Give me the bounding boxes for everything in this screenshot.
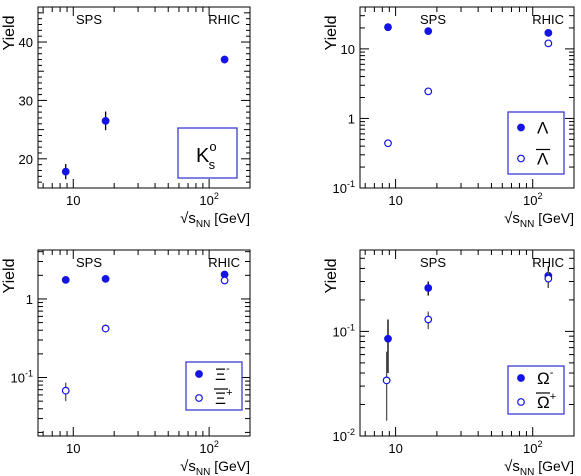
x-axis-title: √sNN [GeV] — [180, 458, 250, 476]
annotation-rhic: RHIC — [532, 255, 564, 270]
data-point — [384, 334, 392, 343]
data-point — [544, 28, 553, 37]
series-1 — [384, 39, 553, 148]
x-axis-title: √sNN [GeV] — [504, 458, 574, 476]
x-tick-label: 102 — [199, 191, 218, 208]
y-axis-title: Yield — [323, 16, 340, 51]
legend-marker — [517, 374, 525, 382]
data-point — [424, 27, 433, 36]
x-axis-title: √sNN [GeV] — [504, 210, 574, 230]
plot-frame — [37, 249, 251, 437]
plot-frame — [37, 6, 251, 189]
y-tick-label: 20 — [19, 152, 33, 167]
series-1 — [382, 270, 553, 421]
panel-xi: 10 102 10-1 1 Yield √sNN [GeV] SPS RHIC Ξ- Ξ+ — [1, 249, 251, 476]
data-point — [382, 376, 391, 385]
legend: Ko s — [177, 127, 238, 179]
x-tick-label: 102 — [523, 439, 542, 456]
x-tick-label: 102 — [199, 439, 218, 456]
panel-omega: 10 102 10-2 10-1 Yield √sNN [GeV] SPS RHIC Ω- Ω+ — [323, 249, 575, 476]
data-point — [220, 276, 229, 285]
y-tick-label: 1 — [348, 111, 355, 126]
legend-label: Ko s — [196, 139, 217, 172]
data-point — [424, 87, 433, 96]
annotation-sps: SPS — [420, 255, 446, 270]
data-point — [384, 23, 392, 32]
data-point — [101, 324, 110, 333]
y-axis-title: Yield — [1, 16, 18, 51]
legend-marker — [517, 123, 525, 132]
x-tick-label: 10 — [66, 441, 80, 456]
y-tick-label: 10-1 — [333, 179, 355, 196]
annotation-sps: SPS — [420, 12, 446, 27]
legend-entry-label: Λ — [537, 150, 549, 169]
series-1 — [61, 276, 229, 402]
legend-box — [185, 361, 243, 411]
series-0 — [61, 270, 229, 284]
legend: ΛΛ — [507, 111, 565, 175]
x-tick-label: 10 — [388, 441, 402, 456]
annotation-sps: SPS — [76, 255, 102, 270]
data-point — [61, 275, 70, 284]
annotation-rhic: RHIC — [208, 255, 240, 270]
data-point — [544, 39, 553, 48]
legend: Ξ- Ξ+ — [185, 361, 243, 411]
data-point — [424, 315, 433, 324]
annotation-rhic: RHIC — [532, 12, 564, 27]
y-tick-label: 10-1 — [333, 322, 355, 339]
series-0 — [384, 266, 553, 374]
data-point — [544, 274, 553, 283]
legend-marker — [517, 398, 525, 406]
data-point — [220, 55, 229, 64]
legend-box — [177, 127, 238, 179]
legend-marker — [195, 394, 203, 402]
legend-entry-label: Ω+ — [537, 391, 556, 412]
legend-entry-label: Ξ- — [215, 363, 230, 384]
y-tick-label: 30 — [19, 93, 33, 108]
data-point — [424, 284, 433, 292]
data-point — [61, 167, 70, 176]
series-0 — [61, 55, 229, 180]
data-point — [384, 139, 392, 148]
annotation-rhic: RHIC — [208, 12, 240, 27]
legend-entry-label: Ξ+ — [215, 387, 233, 408]
legend-entry-label: Ω- — [537, 367, 554, 388]
plot-frame — [359, 249, 575, 437]
y-axis-title: Yield — [323, 259, 340, 294]
x-tick-label: 10 — [66, 193, 80, 208]
data-point — [61, 386, 70, 395]
y-tick-label: 10-1 — [11, 369, 33, 386]
y-tick-label: 1 — [26, 292, 33, 307]
x-tick-label: 102 — [523, 191, 542, 208]
data-point — [101, 275, 110, 283]
y-axis-title: Yield — [1, 259, 18, 294]
data-point — [101, 116, 110, 125]
y-tick-label: 40 — [19, 35, 33, 50]
annotation-sps: SPS — [76, 12, 102, 27]
legend-marker — [195, 370, 203, 378]
x-axis-title: √sNN [GeV] — [180, 210, 250, 230]
series-0 — [384, 23, 553, 37]
legend-box — [507, 111, 565, 175]
legend-box — [507, 365, 565, 415]
legend-entry-label: Λ — [537, 119, 549, 138]
y-tick-label: 10 — [341, 42, 355, 57]
y-tick-label: 10-2 — [333, 427, 355, 444]
legend: Ω- Ω+ — [507, 365, 565, 415]
x-tick-label: 10 — [388, 193, 402, 208]
legend-marker — [517, 154, 525, 163]
